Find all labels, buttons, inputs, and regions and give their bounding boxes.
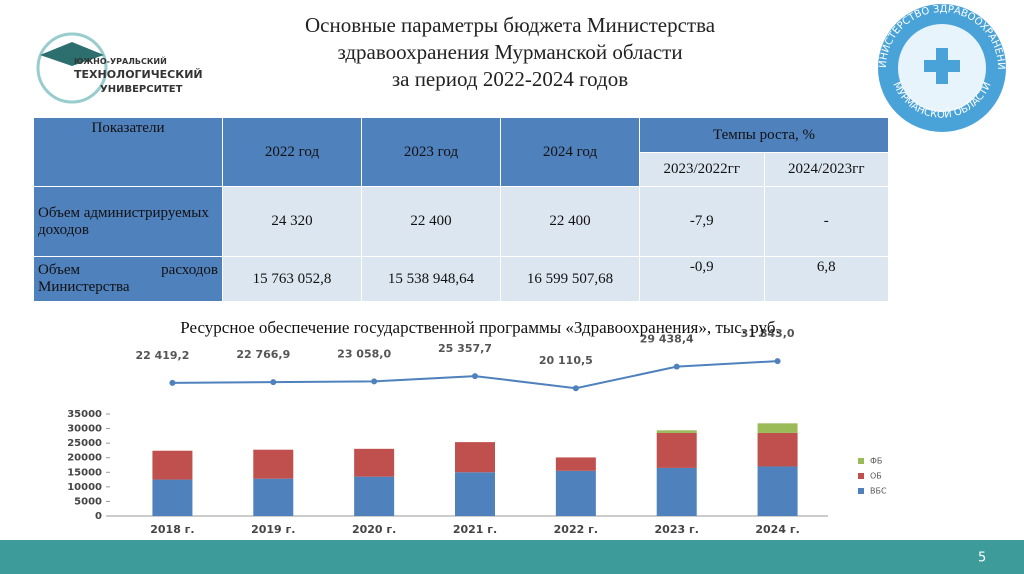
line-point [673,363,680,370]
bar-segment [152,479,193,516]
cell: -0,9 [639,256,765,302]
header-cell: Темпы роста, % [639,117,889,153]
legend-label: ОБ [870,472,882,481]
title-line: за период 2022-2024 годов [391,67,629,91]
data-label: 22 766,9 [236,348,290,361]
logo-cap [40,42,104,66]
bar-segment [656,430,697,433]
bar-segment [152,450,193,480]
logo-left: ЮЖНО-УРАЛЬСКИЙ ТЕХНОЛОГИЧЕСКИЙ УНИВЕРСИТ… [36,32,203,104]
chart-title: Ресурсное обеспечение государственной пр… [180,318,780,337]
y-tick-label: 0 [95,511,102,522]
x-tick-label: 2020 г. [352,523,396,536]
x-tick-label: 2018 г. [150,523,194,536]
bar-segment [757,466,798,516]
legend-label: ВБС [870,487,887,496]
y-tick-label: 25000 [67,438,102,449]
data-label: 23 058,0 [337,347,391,360]
y-tick-label: 15000 [67,467,102,478]
chart: 0 5000 10000 15000 20000 25000 30000 35000 22 41… [67,327,887,536]
line-point [472,373,478,380]
footer-band [0,540,1024,574]
legend-swatch [858,458,864,464]
y-tick-label: 10000 [67,482,102,493]
cell: 6,8 [763,256,889,302]
bar-segment [455,442,495,473]
cell: 22 400 [500,186,640,257]
x-tick-label: 2024 г. [755,523,799,536]
logo-ring [36,32,108,104]
header-cell: 2022 год [222,117,362,187]
cell: -7,9 [639,186,765,257]
legend-swatch [858,488,864,494]
x-tick-label: 2022 г. [554,523,598,536]
bar-segment [757,432,798,467]
bar-segment [757,423,798,433]
cell: 15 763 052,8 [222,256,362,302]
bar-segment [555,470,596,516]
line-point [572,385,579,392]
subheader-cell: 2024/2023гг [763,152,889,187]
line-point [270,379,277,386]
x-tick-label: 2019 г. [251,523,295,536]
bar-segment [555,457,596,471]
cell: 22 400 [361,186,501,257]
bar-segment [656,432,697,468]
data-label: 20 110,5 [539,354,593,367]
title-line: здравоохранения Мурманской области [337,40,683,64]
title: Основные параметры бюджета Министерства … [200,12,820,93]
line-point [774,358,781,365]
row-label: Объем администрируемых доходов [33,186,223,257]
bar-segment [354,448,395,477]
header-cell: Показатели [33,117,223,187]
budget-table: Показатели 2022 год 2023 год 2024 год Те… [33,117,889,302]
data-label: 29 438,4 [640,333,694,346]
line-point [371,378,378,385]
logo-text: ТЕХНОЛОГИЧЕСКИЙ [74,68,203,81]
data-label: 25 357,7 [438,342,492,355]
data-label: 31 843,0 [741,327,795,340]
legend-label: ФБ [870,457,882,466]
row-label: Объем расходов Министерства [33,256,223,302]
y-tick-label: 5000 [74,496,102,507]
header-cell: 2023 год [361,117,501,187]
x-tick-label: 2021 г. [453,523,497,536]
logo-text: УНИВЕРСИТЕТ [100,84,183,95]
page-number: 5 [978,551,986,566]
logo-text: ЮЖНО-УРАЛЬСКИЙ [74,55,167,66]
bar-segment [656,467,697,516]
y-tick-label: 30000 [67,424,102,435]
subheader-cell: 2023/2022гг [639,152,765,187]
header-cell: 2024 год [500,117,640,187]
data-label: 22 419,2 [135,349,189,362]
bar-segment [253,449,294,479]
cross [924,60,960,72]
legend-swatch [858,473,864,479]
x-tick-label: 2023 г. [655,523,699,536]
bar-segment [455,472,495,516]
cell: 24 320 [222,186,362,257]
title-line: Основные параметры бюджета Министерства [304,13,716,37]
bar-segment [253,478,294,516]
y-tick-label: 20000 [67,453,102,464]
cell: - [763,186,889,257]
cell: 15 538 948,64 [361,256,501,302]
bar-segment [354,476,395,516]
cell: 16 599 507,68 [500,256,640,302]
line-point [169,379,176,386]
y-tick-label: 35000 [67,409,102,420]
